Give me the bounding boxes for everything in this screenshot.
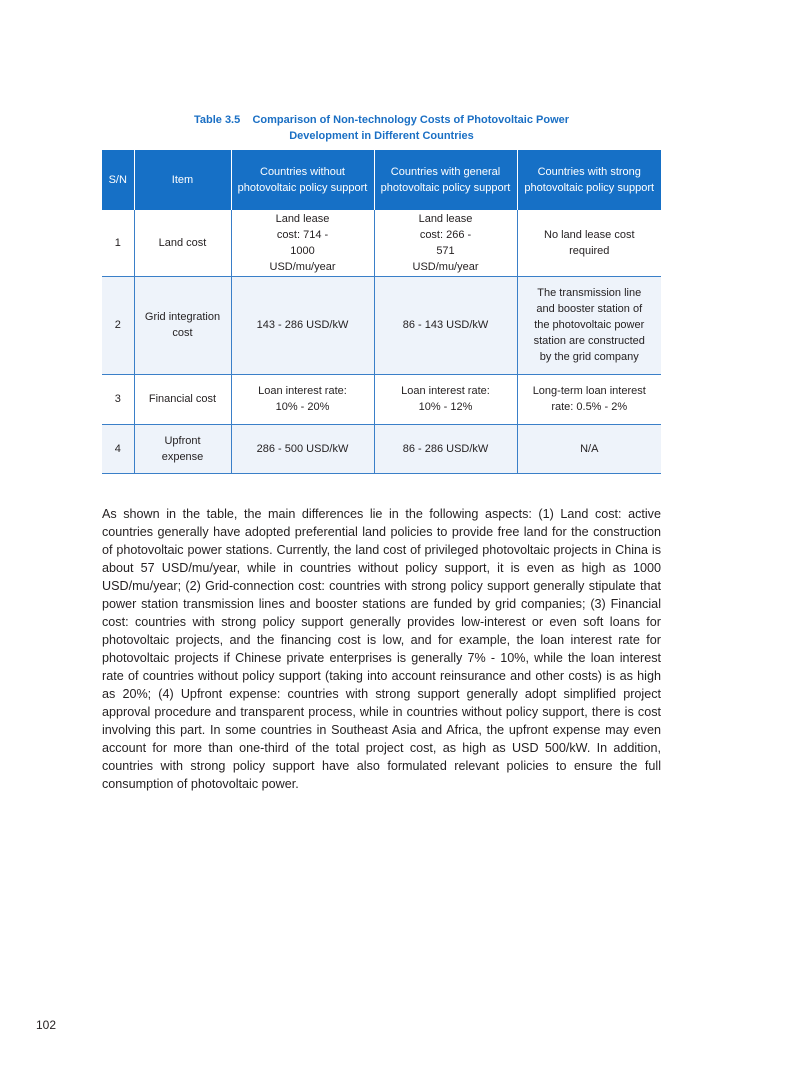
table-row: 2 Grid integration cost 143 - 286 USD/kW… [102,276,661,375]
cell: Land cost [133,210,231,277]
cell: No land lease cost required [516,210,661,277]
body-paragraph: As shown in the table, the main differen… [102,506,661,791]
cell: 4 [102,424,134,474]
cell: Grid integration cost [133,276,231,375]
cell: 86 - 286 USD/kW [373,424,517,474]
cell: 2 [102,276,134,375]
cell: Long-term loan interest rate: 0.5% - 2% [516,374,661,425]
header-general-support: Countries with general photovoltaic poli… [373,150,517,210]
page-number: 102 [36,1018,57,1032]
table-caption: Table 3.5 Comparison of Non-technology C… [102,112,661,144]
header-without-support: Countries without photovoltaic policy su… [230,150,374,210]
cell: Loan interest rate: 10% - 12% [373,374,517,425]
cell: 86 - 143 USD/kW [373,276,517,375]
table-header-row: S/N Item Countries without photovoltaic … [102,150,661,210]
caption-line-1: Table 3.5 Comparison of Non-technology C… [193,114,570,126]
header-sn: S/N [102,150,134,210]
table-row: 1 Land cost Land lease cost: 714 - 1000 … [102,210,661,277]
table-row: 4 Upfront expense 286 - 500 USD/kW 86 - … [102,424,661,474]
cell: 3 [102,374,134,425]
cell: 1 [102,210,134,277]
cell: 143 - 286 USD/kW [230,276,374,375]
header-item: Item [133,150,231,210]
cell: Upfront expense [133,424,231,474]
cell: Loan interest rate: 10% - 20% [230,374,374,425]
caption-line-2: Development in Different Countries [289,130,474,142]
cell: 286 - 500 USD/kW [230,424,374,474]
cost-comparison-table: S/N Item Countries without photovoltaic … [102,150,661,474]
cell: Land lease cost: 266 - 571 USD/mu/year [373,210,517,277]
cell: Land lease cost: 714 - 1000 USD/mu/year [230,210,374,277]
header-strong-support: Countries with strong photovoltaic polic… [516,150,661,210]
cell: N/A [516,424,661,474]
table-row: 3 Financial cost Loan interest rate: 10%… [102,374,661,425]
cell: Financial cost [133,374,231,425]
cell: The transmission line and booster statio… [516,276,661,375]
